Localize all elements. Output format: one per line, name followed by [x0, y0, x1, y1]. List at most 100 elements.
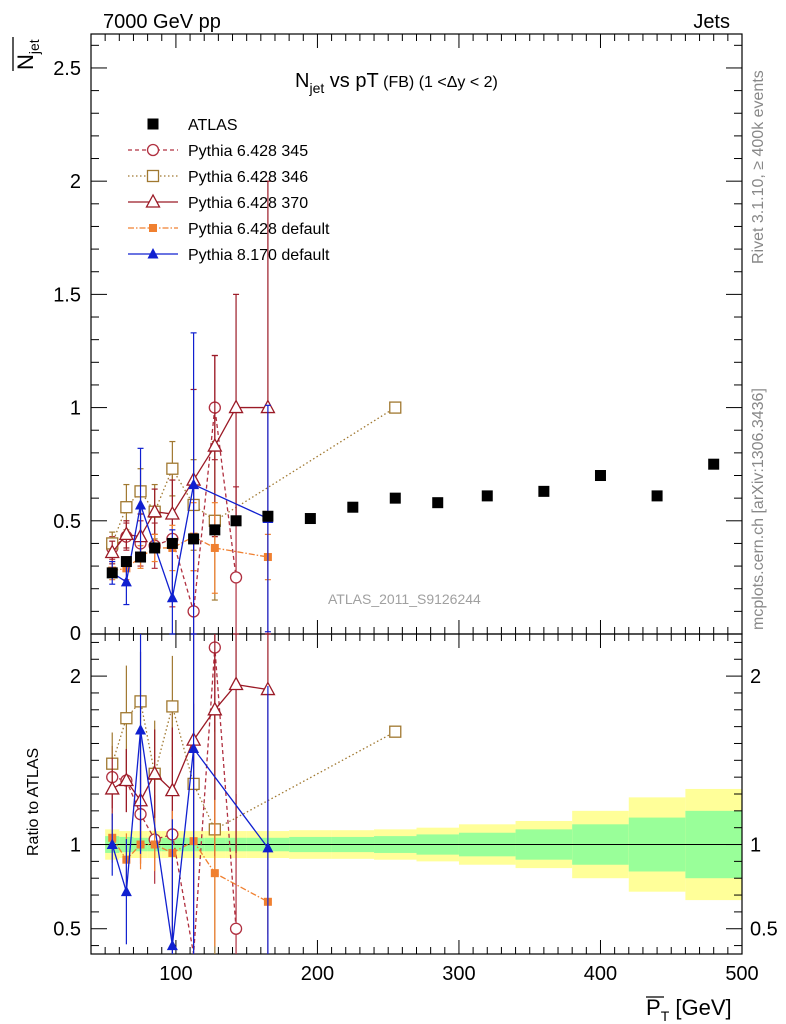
series-point-2	[104, 544, 120, 559]
atlas-point	[262, 510, 274, 522]
series-point-2	[164, 505, 180, 520]
series-point-2	[147, 503, 163, 518]
series-point-2	[207, 437, 223, 452]
ratio-point-1	[120, 712, 133, 725]
ratio-y-axis-label: Ratio to ATLAS	[25, 748, 42, 856]
legend-label: Pythia 6.428 370	[188, 195, 308, 212]
ratio-point-2	[104, 780, 120, 795]
ratio-point-4	[166, 939, 178, 951]
analysis-watermark: ATLAS_2011_S9126244	[328, 591, 481, 607]
y-tick-label: 1.5	[53, 284, 81, 306]
atlas-point	[432, 497, 444, 509]
legend-entry: Pythia 6.428 345	[128, 143, 308, 160]
series-point-3	[210, 543, 219, 552]
header-left: 7000 GeV pp	[103, 11, 221, 33]
legend-label: Pythia 6.428 345	[188, 143, 308, 160]
ratio-point-4	[188, 742, 200, 754]
ratio-point-2	[207, 701, 223, 716]
atlas-point	[230, 515, 242, 527]
atlas-point	[347, 501, 359, 513]
ratio-point-2	[118, 772, 134, 787]
mcplots-label: mcplots.cern.ch [arXiv:1306.3436]	[750, 388, 767, 630]
atlas-point	[538, 485, 550, 497]
series-point-4	[120, 575, 132, 587]
ratio-point-3	[210, 869, 219, 878]
x-tick-label: 500	[725, 963, 758, 985]
rivet-label: Rivet 3.1.10, ≥ 400k events	[750, 70, 767, 264]
ratio-point-2	[147, 765, 163, 780]
atlas-point	[135, 551, 147, 563]
ratio-tick-label-left: 0.5	[53, 919, 81, 941]
y-tick-label: 2.5	[53, 58, 81, 80]
series-point-4	[188, 478, 200, 490]
atlas-point	[120, 556, 132, 568]
ratio-tick-label-right: 1	[750, 835, 761, 857]
atlas-point	[651, 490, 663, 502]
legend-entry: ATLAS	[147, 117, 238, 134]
x-tick-label: 300	[442, 963, 475, 985]
legend-entry: Pythia 8.170 default	[128, 247, 330, 264]
legend-marker	[147, 248, 159, 259]
atlas-point	[304, 513, 316, 525]
ratio-point-2	[164, 782, 180, 797]
legend-label: ATLAS	[188, 117, 238, 134]
legend-label: Pythia 6.428 346	[188, 169, 308, 186]
x-tick-label: 100	[159, 963, 192, 985]
atlas-point	[481, 490, 493, 502]
legend-marker	[147, 118, 159, 130]
atlas-point	[106, 567, 118, 579]
series-point-2	[228, 399, 244, 414]
legend-entry: Pythia 6.428 346	[128, 169, 308, 186]
atlas-point	[149, 542, 161, 554]
series-line-1	[111, 407, 396, 544]
legend-label: Pythia 8.170 default	[188, 247, 330, 264]
ratio-point-4	[120, 885, 132, 897]
legend-entry: Pythia 6.428 default	[128, 221, 330, 238]
atlas-point	[209, 524, 221, 536]
ratio-series-layer	[104, 634, 402, 955]
atlas-point	[708, 458, 720, 470]
legend-marker	[145, 193, 161, 208]
ratio-point-0	[229, 922, 243, 935]
ratio-point-4	[262, 841, 274, 853]
ratio-line-4	[111, 729, 269, 946]
ratio-tick-label-left: 2	[70, 666, 81, 688]
y-tick-label: 0.5	[53, 511, 81, 533]
ratio-point-4	[135, 724, 147, 735]
x-tick-label: 200	[301, 963, 334, 985]
ratio-line-3	[111, 837, 269, 903]
header-right: Jets	[693, 11, 730, 33]
ratio-tick-label-left: 1	[70, 835, 81, 857]
atlas-data-points	[106, 458, 720, 579]
series-point-1	[389, 401, 402, 414]
series-point-2	[118, 526, 134, 541]
x-tick-label: 400	[584, 963, 617, 985]
series-point-4	[166, 591, 178, 603]
series-point-1	[166, 462, 179, 475]
atlas-point	[389, 492, 401, 504]
y-tick-label: 1	[70, 398, 81, 420]
series-point-4	[135, 498, 147, 510]
atlas-point	[594, 470, 606, 482]
legend: ATLAS Pythia 6.428 345 Pythia 6.428 346 Pyt…	[128, 117, 330, 264]
legend-marker	[146, 169, 160, 183]
y-tick-label: 0	[70, 623, 81, 645]
series-line-0	[111, 407, 237, 612]
ratio-point-1	[166, 700, 179, 713]
series-point-1	[120, 501, 133, 514]
svg-text:PT [GeV]: PT [GeV]	[646, 995, 732, 1024]
legend-marker	[146, 143, 160, 157]
y-tick-label: 2	[70, 171, 81, 193]
legend-marker	[149, 224, 157, 232]
ratio-tick-label-right: 2	[750, 666, 761, 688]
x-axis-label: PT [GeV]	[646, 995, 732, 1024]
ratio-point-3	[150, 840, 159, 849]
ratio-point-2	[228, 676, 244, 691]
ratio-point-1	[389, 725, 402, 738]
ratio-point-4	[106, 838, 118, 850]
series-point-0	[229, 571, 243, 584]
atlas-point	[188, 533, 200, 545]
legend-entry: Pythia 6.428 370	[128, 193, 308, 212]
legend-label: Pythia 6.428 default	[188, 221, 330, 238]
